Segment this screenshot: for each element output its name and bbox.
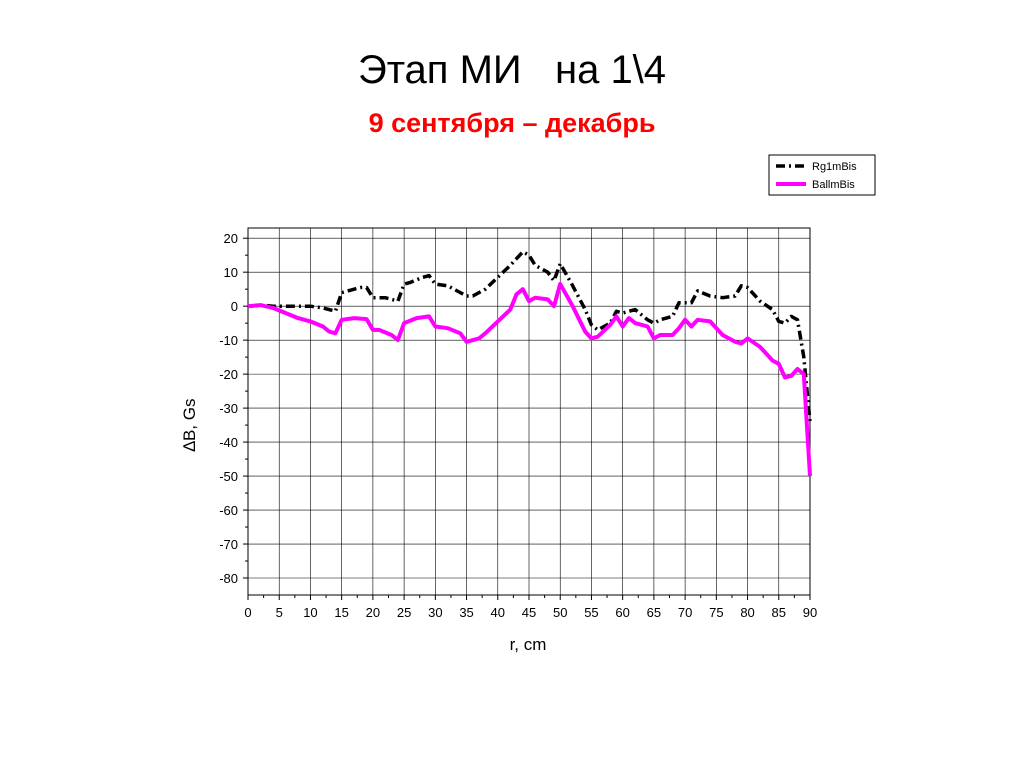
x-tick-label: 65 bbox=[647, 605, 661, 620]
y-axis-label: ∆B, Gs bbox=[180, 399, 199, 452]
x-tick-label: 35 bbox=[459, 605, 473, 620]
x-tick-label: 15 bbox=[334, 605, 348, 620]
x-tick-label: 55 bbox=[584, 605, 598, 620]
x-tick-label: 25 bbox=[397, 605, 411, 620]
y-tick-label: -60 bbox=[219, 503, 238, 518]
x-tick-label: 85 bbox=[772, 605, 786, 620]
x-tick-label: 0 bbox=[244, 605, 251, 620]
slide-title: Этап МИ на 1\4 bbox=[357, 48, 667, 92]
x-tick-label: 20 bbox=[366, 605, 380, 620]
x-tick-label: 50 bbox=[553, 605, 567, 620]
legend-label-ballmbis: BallmBis bbox=[812, 179, 855, 191]
x-tick-label: 45 bbox=[522, 605, 536, 620]
y-tick-label: 10 bbox=[224, 265, 238, 280]
slide-subtitle: 9 сентября – декабрь bbox=[368, 108, 656, 138]
legend-label-rg1mbis: Rg1mBis bbox=[812, 161, 857, 173]
y-tick-label: -10 bbox=[219, 333, 238, 348]
x-tick-label: 60 bbox=[615, 605, 629, 620]
plot-area: 0 5 10 15 20 25 30 35 40 45 50 55 60 65 70 75 80 85 90 20 10… bbox=[219, 227, 817, 620]
x-tick-label: 40 bbox=[491, 605, 505, 620]
x-tick-label: 70 bbox=[678, 605, 692, 620]
x-axis-label: r, cm bbox=[510, 635, 547, 654]
x-tick-label: 90 bbox=[803, 605, 817, 620]
legend-box bbox=[768, 154, 876, 196]
y-tick-label: -50 bbox=[219, 469, 238, 484]
x-tick-label: 30 bbox=[428, 605, 442, 620]
y-tick-label: -20 bbox=[219, 367, 238, 382]
x-tick-label: 10 bbox=[303, 605, 317, 620]
x-tick-label: 75 bbox=[709, 605, 723, 620]
x-tick-label: 5 bbox=[276, 605, 283, 620]
x-tick-label: 80 bbox=[740, 605, 754, 620]
y-tick-label: -70 bbox=[219, 537, 238, 552]
legend: Rg1mBis BallmBis bbox=[768, 154, 876, 196]
y-tick-label: -30 bbox=[219, 401, 238, 416]
y-tick-label: -40 bbox=[219, 435, 238, 450]
y-tick-label: -80 bbox=[219, 571, 238, 586]
y-tick-label: 20 bbox=[224, 231, 238, 246]
series-line-ballmbis bbox=[247, 282, 812, 477]
y-tick-label: 0 bbox=[231, 299, 238, 314]
